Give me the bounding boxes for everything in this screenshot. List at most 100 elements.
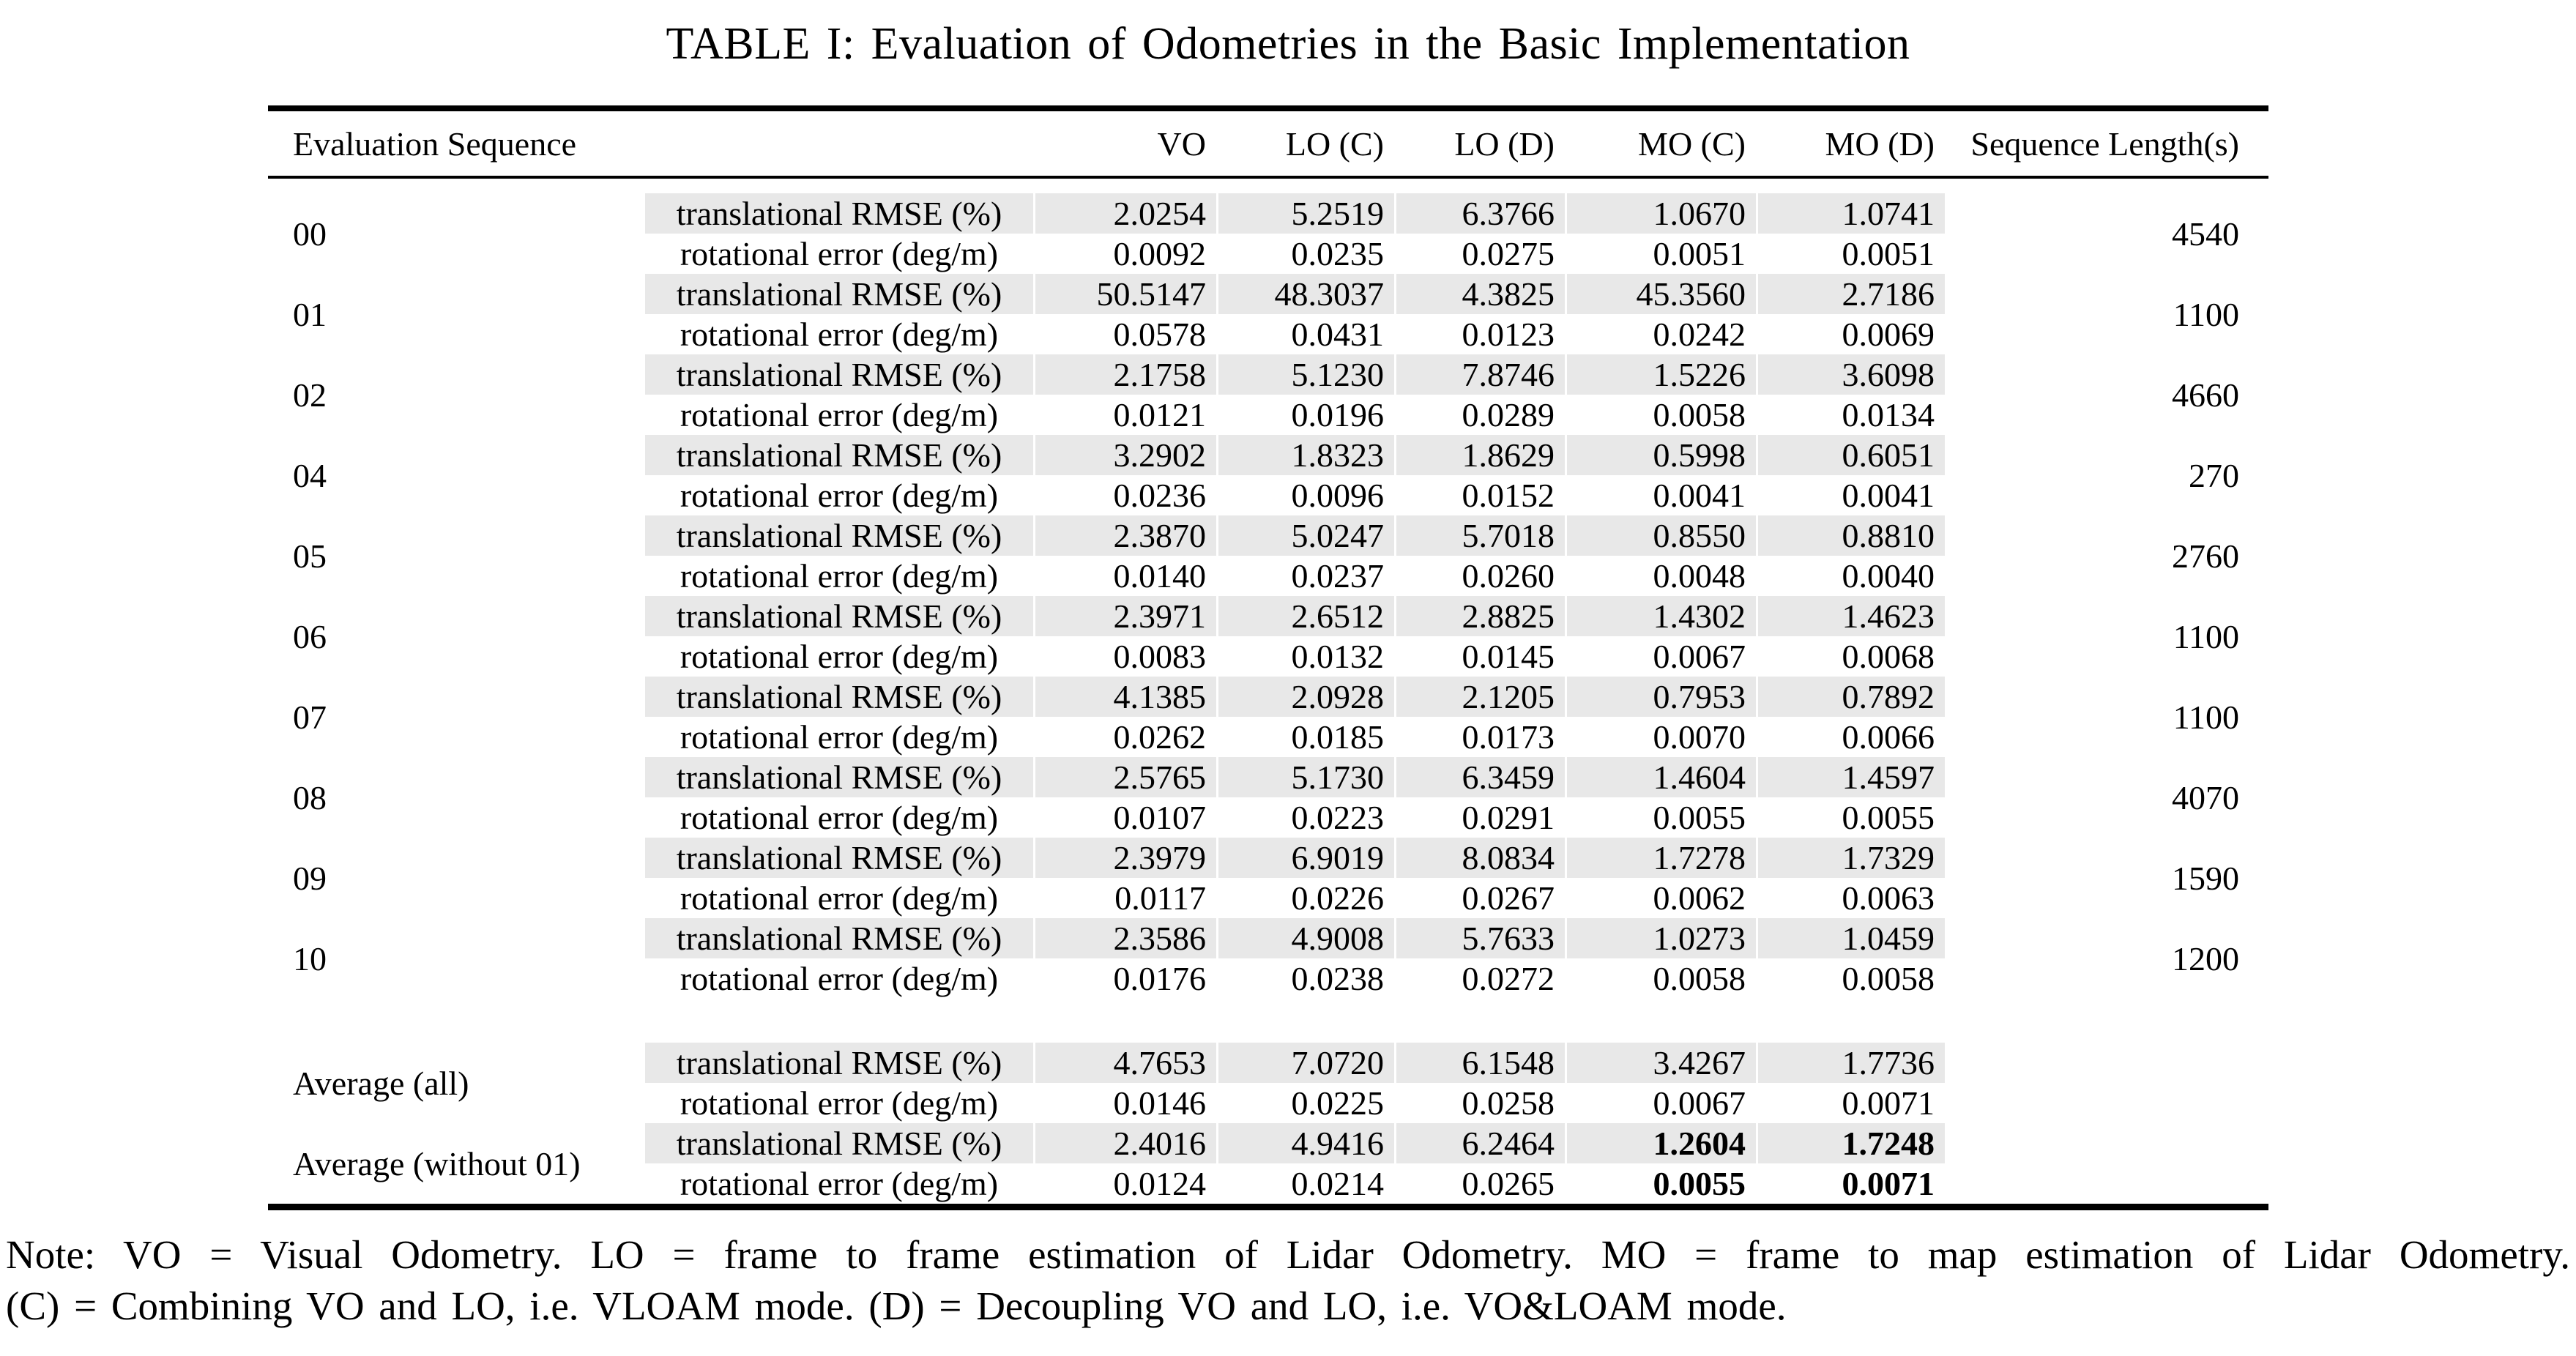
value-cell: 5.7633: [1394, 918, 1565, 958]
translational-row: 09 translational RMSE (%) 2.3979 6.9019 8.08…: [268, 838, 2268, 897]
sequence-length-cell: 4070: [2172, 778, 2239, 816]
metric-label-cell: translational RMSE (%): [645, 757, 1033, 797]
sequence-id-cell: 07: [293, 698, 327, 736]
value-cell: 0.0048: [1565, 556, 1756, 596]
value-cell: 1.0459: [1756, 918, 1945, 958]
table-footnote: Note: VO = Visual Odometry. LO = frame t…: [6, 1229, 2570, 1332]
value-cell: 50.5147: [1033, 274, 1216, 314]
value-cell: 0.0121: [1033, 395, 1216, 435]
value-cell: 1.7736: [1756, 1043, 1945, 1083]
value-cell: 48.3037: [1216, 274, 1394, 314]
col-header-vo: VO: [1033, 111, 1216, 179]
metric-label-cell: translational RMSE (%): [645, 193, 1033, 234]
metric-label-cell: translational RMSE (%): [645, 918, 1033, 958]
value-cell: 4.9416: [1216, 1123, 1394, 1163]
value-cell: 0.0236: [1033, 475, 1216, 515]
value-cell: 2.3586: [1033, 918, 1216, 958]
value-cell: 0.0134: [1756, 395, 1945, 435]
sequence-id-cell: 00: [293, 215, 327, 253]
metric-label-cell: translational RMSE (%): [645, 838, 1033, 878]
rotational-row: rotational error (deg/m) 0.0124 0.0214 0.02…: [268, 1163, 2268, 1204]
metric-label-cell: translational RMSE (%): [645, 274, 1033, 314]
metric-label-cell: rotational error (deg/m): [680, 1084, 999, 1122]
sequence-id-cell: 06: [293, 617, 327, 655]
translational-row: 10 translational RMSE (%) 2.3586 4.9008 5.76…: [268, 918, 2268, 977]
rotational-row: rotational error (deg/m) 0.0146 0.0225 0.02…: [268, 1083, 2268, 1123]
average-label-cell: Average (all): [293, 1064, 469, 1102]
value-cell: 0.0214: [1216, 1163, 1394, 1204]
translational-row: Average (all) translational RMSE (%) 4.765…: [268, 1043, 2268, 1102]
translational-row: 04 translational RMSE (%) 3.2902 1.8323 1.86…: [268, 435, 2268, 494]
metric-label-cell: rotational error (deg/m): [680, 477, 999, 514]
value-cell: 2.1205: [1394, 677, 1565, 717]
paper-table-figure: TABLE I: Evaluation of Odometries in the…: [0, 16, 2576, 1332]
value-cell: 0.0071: [1756, 1083, 1945, 1123]
value-cell: 4.3825: [1394, 274, 1565, 314]
sequence-id-cell: 02: [293, 376, 327, 414]
value-cell: 0.0055: [1565, 797, 1756, 838]
rotational-row: rotational error (deg/m) 0.0236 0.0096 0.01…: [268, 475, 2268, 515]
value-cell: 0.0140: [1033, 556, 1216, 596]
sequence-length-cell: 1100: [2173, 617, 2239, 655]
value-cell: 1.4302: [1565, 596, 1756, 636]
value-cell: 1.0273: [1565, 918, 1756, 958]
value-cell: 6.3459: [1394, 757, 1565, 797]
sequence-length-cell: 1100: [2173, 698, 2239, 736]
value-cell: 0.0238: [1216, 958, 1394, 999]
value-cell: 0.0431: [1216, 314, 1394, 354]
value-cell: 0.0260: [1394, 556, 1565, 596]
header-row: Evaluation Sequence VO LO (C) LO (D) MO …: [268, 111, 2268, 179]
value-cell: 0.0083: [1033, 636, 1216, 677]
value-cell: 1.0741: [1756, 193, 1945, 234]
metric-label-cell: rotational error (deg/m): [680, 396, 999, 433]
value-cell: 0.0092: [1033, 234, 1216, 274]
metric-label-cell: translational RMSE (%): [645, 354, 1033, 395]
translational-row: 00 translational RMSE (%) 2.0254 5.2519 6.37…: [268, 193, 2268, 253]
sequence-length-cell: [1945, 1043, 2268, 1123]
rotational-row: rotational error (deg/m) 0.0262 0.0185 0.01…: [268, 717, 2268, 757]
value-cell: 1.0670: [1565, 193, 1756, 234]
value-cell: 6.2464: [1394, 1123, 1565, 1163]
value-cell: 0.0041: [1756, 475, 1945, 515]
value-cell: 1.5226: [1565, 354, 1756, 395]
translational-row: 02 translational RMSE (%) 2.1758 5.1230 7.87…: [268, 354, 2268, 414]
metric-label-cell: rotational error (deg/m): [680, 960, 999, 997]
value-cell: 0.0185: [1216, 717, 1394, 757]
metric-label-cell: translational RMSE (%): [645, 596, 1033, 636]
value-cell: 0.0226: [1216, 878, 1394, 918]
sequence-length-cell: 270: [2189, 456, 2239, 494]
col-header-mo-d: MO (D): [1756, 111, 1945, 179]
value-cell: 2.3870: [1033, 515, 1216, 556]
value-cell: 0.8810: [1756, 515, 1945, 556]
col-header-mo-c: MO (C): [1565, 111, 1756, 179]
value-cell: 0.0040: [1756, 556, 1945, 596]
metric-label-cell: rotational error (deg/m): [680, 638, 999, 675]
value-cell: 0.0055: [1565, 1163, 1756, 1204]
value-cell: 5.7018: [1394, 515, 1565, 556]
value-cell: 0.0066: [1756, 717, 1945, 757]
metric-label-cell: translational RMSE (%): [645, 1043, 1033, 1083]
value-cell: 0.0272: [1394, 958, 1565, 999]
rotational-row: rotational error (deg/m) 0.0117 0.0226 0.02…: [268, 878, 2268, 918]
value-cell: 1.4597: [1756, 757, 1945, 797]
value-cell: 0.0096: [1216, 475, 1394, 515]
value-cell: 4.7653: [1033, 1043, 1216, 1083]
value-cell: 0.0262: [1033, 717, 1216, 757]
value-cell: 0.0058: [1756, 958, 1945, 999]
metric-label-cell: rotational error (deg/m): [680, 316, 999, 353]
value-cell: 0.0124: [1033, 1163, 1216, 1204]
value-cell: 0.0055: [1756, 797, 1945, 838]
value-cell: 0.0146: [1033, 1083, 1216, 1123]
sequence-id-cell: 05: [293, 537, 327, 575]
value-cell: 2.3979: [1033, 838, 1216, 878]
sequence-length-cell: 2760: [2172, 537, 2239, 575]
footnote-line-2: (C) = Combining VO and LO, i.e. VLOAM mo…: [6, 1284, 1787, 1328]
value-cell: 0.0237: [1216, 556, 1394, 596]
sequence-length-cell: [1945, 1123, 2268, 1204]
value-cell: 2.1758: [1033, 354, 1216, 395]
sequence-length-cell: 4660: [2172, 376, 2239, 414]
average-label-cell: Average (without 01): [293, 1144, 581, 1182]
value-cell: 0.0152: [1394, 475, 1565, 515]
value-cell: 2.5765: [1033, 757, 1216, 797]
metric-label-cell: translational RMSE (%): [645, 435, 1033, 475]
